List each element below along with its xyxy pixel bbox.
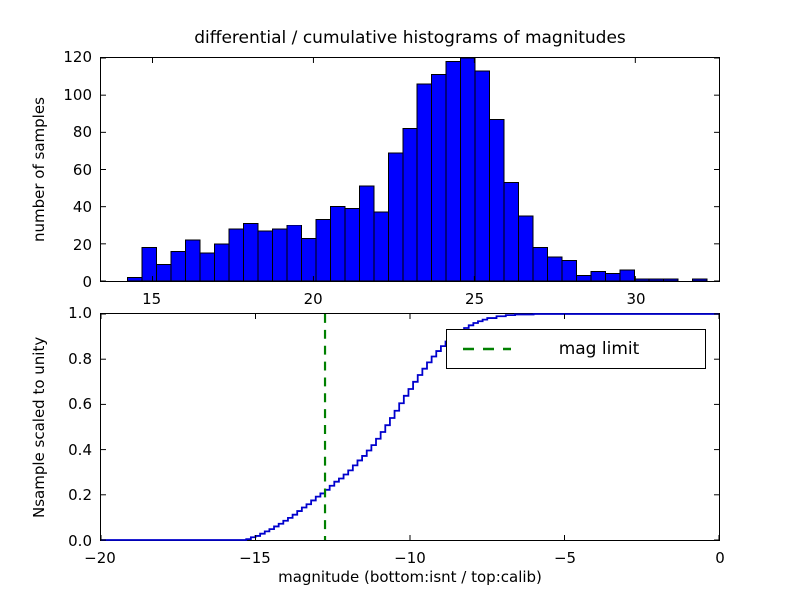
histogram-bar — [403, 129, 417, 281]
histogram-bar — [185, 240, 199, 281]
top-histogram-axes — [100, 57, 720, 282]
bottom-x-tick-label: −15 — [239, 549, 271, 567]
top-x-tick-label: 25 — [465, 290, 484, 308]
histogram-bar — [287, 225, 301, 281]
histogram-bar — [272, 229, 286, 281]
histogram-bar — [635, 279, 649, 281]
histogram-bar — [374, 212, 388, 281]
histogram-bar — [171, 251, 185, 281]
histogram-bar — [214, 244, 228, 281]
legend-label-mag-limit: mag limit — [513, 339, 691, 359]
page-title: differential / cumulative histograms of … — [100, 28, 720, 48]
top-x-tick-label: 30 — [626, 290, 645, 308]
histogram-bar — [548, 257, 562, 281]
histogram-bar — [229, 229, 243, 281]
histogram-bar — [577, 275, 591, 281]
histogram-bar — [663, 279, 677, 281]
histogram-bar — [417, 84, 431, 281]
histogram-bar — [461, 58, 475, 281]
histogram-bar — [330, 207, 344, 281]
top-y-axis-label: number of samples — [30, 97, 48, 242]
histogram-bar — [243, 223, 257, 281]
histogram-bar — [606, 274, 620, 281]
histogram-bar — [519, 216, 533, 281]
histogram-bar — [432, 75, 446, 281]
cumulative-x-axis-label: magnitude (bottom:isnt / top:calib) — [100, 568, 720, 586]
histogram-bar — [504, 183, 518, 281]
histogram-bar — [258, 231, 272, 281]
bottom-x-tick-label: −5 — [554, 549, 576, 567]
top-histogram-plot — [101, 58, 719, 281]
figure-canvas: differential / cumulative histograms of … — [0, 0, 800, 600]
histogram-bar — [533, 248, 547, 281]
histogram-bar — [128, 277, 142, 281]
bottom-y-tick-label: 1.0 — [30, 304, 92, 322]
histogram-bar — [200, 253, 214, 281]
top-x-tick-label: 20 — [304, 290, 323, 308]
top-y-tick-label: 120 — [40, 48, 92, 66]
cumulative-y-axis-label: Nsample scaled to unity — [30, 336, 48, 517]
histogram-bar — [359, 186, 373, 281]
histogram-bar — [446, 62, 460, 281]
histogram-bar — [620, 270, 634, 281]
cumulative-axes: mag limit — [100, 313, 720, 541]
histogram-bar — [316, 220, 330, 281]
bottom-x-tick-label: 0 — [715, 549, 725, 567]
histogram-bar — [562, 261, 576, 281]
legend: mag limit — [446, 329, 706, 369]
bottom-x-tick-label: −20 — [84, 549, 116, 567]
top-x-tick-label: 15 — [142, 290, 161, 308]
histogram-bar — [692, 279, 706, 281]
top-y-tick-label: 0 — [40, 273, 92, 291]
histogram-bar — [142, 248, 156, 281]
bottom-x-tick-label: −10 — [394, 549, 426, 567]
histogram-bar — [345, 209, 359, 281]
histogram-bar — [301, 238, 315, 281]
histogram-bar — [388, 153, 402, 281]
histogram-bar — [591, 272, 605, 281]
mag-limit-line-icon — [461, 342, 513, 356]
bottom-y-tick-label: 0.0 — [30, 532, 92, 550]
histogram-bar — [475, 71, 489, 281]
histogram-bar — [649, 279, 663, 281]
histogram-bar — [490, 119, 504, 281]
histogram-bar — [157, 264, 171, 281]
